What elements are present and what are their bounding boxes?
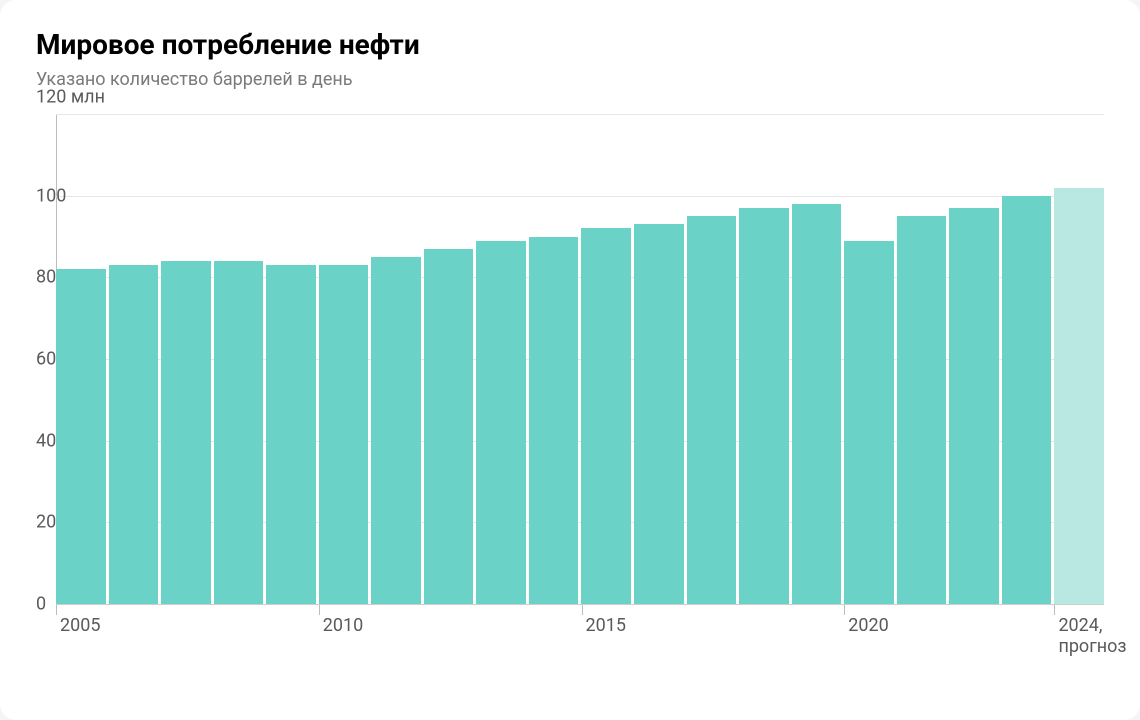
x-axis: 20052010201520202024,прогноз xyxy=(56,604,1104,665)
y-tick-label: 0 xyxy=(36,594,46,615)
bar xyxy=(371,257,421,604)
bar xyxy=(687,216,737,604)
x-tick-label: 2015 xyxy=(586,615,626,636)
bar xyxy=(476,241,526,604)
bar xyxy=(792,204,842,604)
bar-forecast xyxy=(1054,188,1104,605)
bar xyxy=(161,261,211,604)
x-tick xyxy=(582,605,583,615)
x-tick-label: 2010 xyxy=(323,615,363,636)
bar xyxy=(529,237,579,605)
bar xyxy=(1002,196,1052,604)
bar xyxy=(897,216,947,604)
bar xyxy=(214,261,264,604)
bar xyxy=(424,249,474,604)
x-tick-label: 2005 xyxy=(60,615,100,636)
bar xyxy=(949,208,999,604)
chart-area: 120 млн100806040200 20052010201520202024… xyxy=(36,114,1104,665)
y-tick-label: 120 млн xyxy=(36,87,105,108)
y-tick-label: 80 xyxy=(36,267,56,288)
y-tick-label: 60 xyxy=(36,349,56,370)
plot-area: 120 млн100806040200 xyxy=(56,114,1104,604)
bar xyxy=(56,269,106,604)
bars-container xyxy=(56,114,1104,604)
bar xyxy=(844,241,894,604)
x-tick xyxy=(319,605,320,615)
chart-subtitle: Указано количество баррелей в день xyxy=(36,69,1104,90)
bar xyxy=(319,265,369,604)
x-tick xyxy=(56,605,57,615)
bar xyxy=(581,228,631,604)
x-tick xyxy=(844,605,845,615)
bar xyxy=(634,224,684,604)
y-tick-label: 40 xyxy=(36,430,56,451)
y-tick-label: 20 xyxy=(36,512,56,533)
bar xyxy=(266,265,316,604)
x-tick xyxy=(1054,605,1055,615)
chart-title: Мировое потребление нефти xyxy=(36,28,1104,61)
bar xyxy=(109,265,159,604)
x-tick-label: 2020 xyxy=(848,615,888,636)
chart-card: Мировое потребление нефти Указано количе… xyxy=(0,0,1140,720)
bar xyxy=(739,208,789,604)
x-tick-label: 2024,прогноз xyxy=(1058,615,1126,657)
